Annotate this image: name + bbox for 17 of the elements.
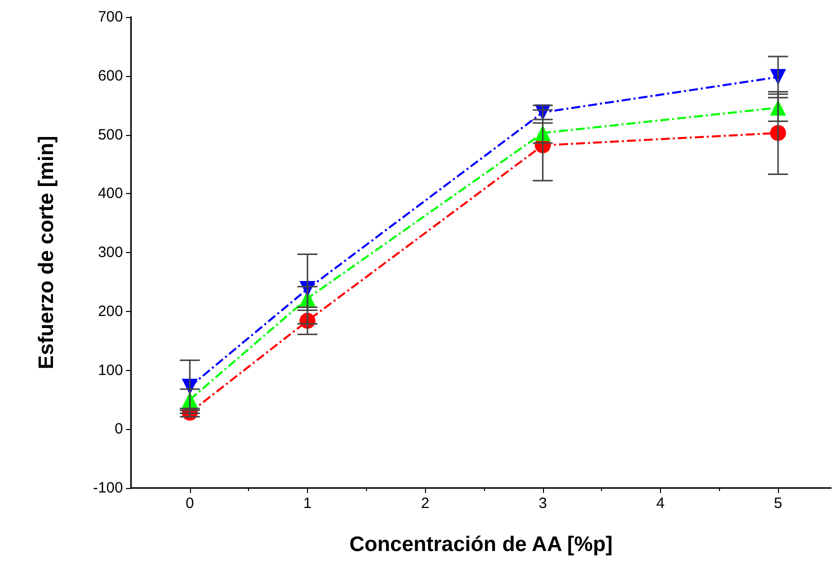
y-tick-label: 200 xyxy=(98,302,123,320)
y-tick-label: 400 xyxy=(98,185,123,202)
y-tick-label: -100 xyxy=(92,480,123,496)
y-tick-label: 600 xyxy=(98,67,123,84)
x-tick-label: 5 xyxy=(774,495,782,512)
y-tick-label: 700 xyxy=(98,8,123,26)
x-tick-label: 4 xyxy=(656,495,665,512)
x-tick-label: 1 xyxy=(303,495,312,512)
y-tick-label: 500 xyxy=(98,126,123,144)
y-tick-label: 100 xyxy=(98,362,123,379)
x-axis-title: Concentración de AA [%p] xyxy=(349,533,613,556)
y-tick-label: 0 xyxy=(114,420,123,438)
y-tick-label: 300 xyxy=(98,244,123,261)
x-tick-label: 0 xyxy=(186,495,194,512)
x-tick-label: 3 xyxy=(538,495,547,512)
y-axis-title: Esfuerzo de corte [min] xyxy=(35,136,58,370)
x-tick-label: 2 xyxy=(420,495,430,512)
